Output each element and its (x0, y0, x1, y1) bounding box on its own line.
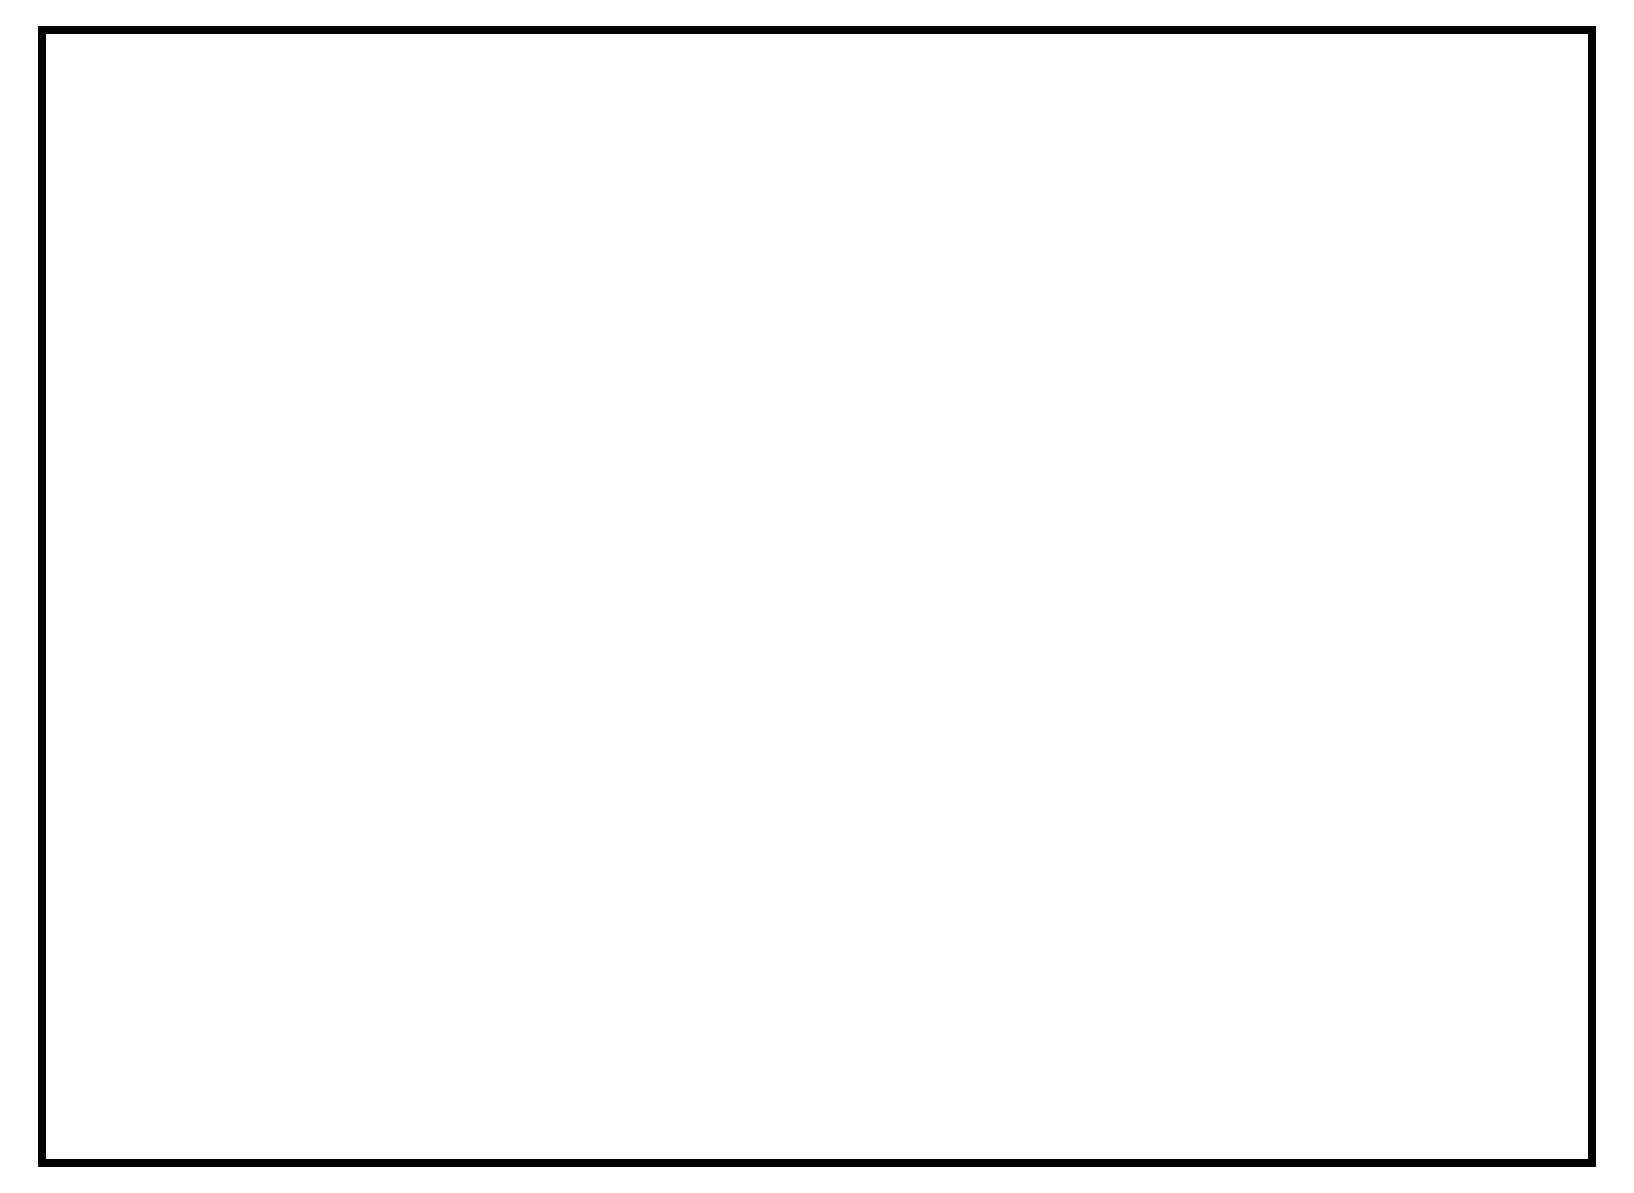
chart-container: 012340.1110100Absorbance (450 nm)[IL-15]… (0, 0, 1634, 1193)
chart-frame-border (38, 26, 1596, 1167)
